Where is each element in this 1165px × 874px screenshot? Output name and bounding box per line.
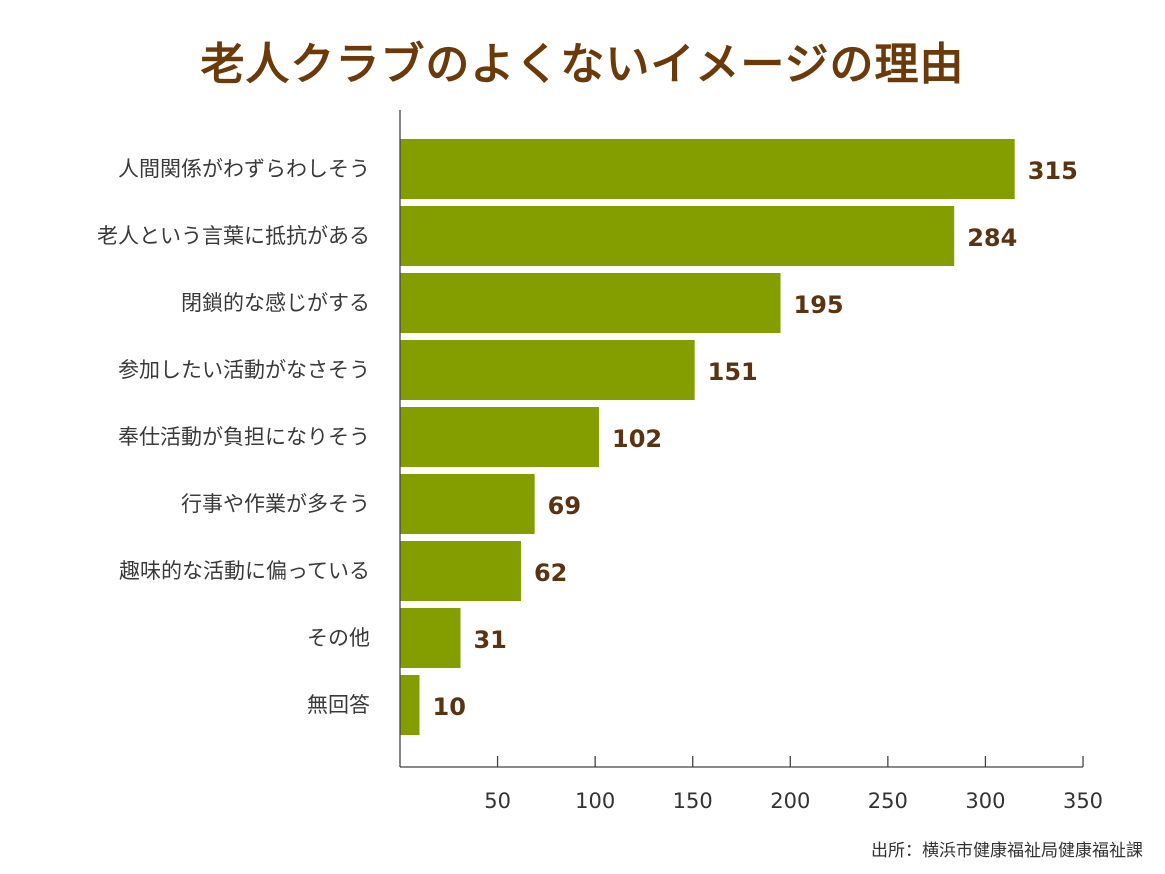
data-label: 69 [548, 492, 581, 520]
category-label: その他 [307, 626, 370, 650]
data-label: 195 [794, 291, 844, 319]
labels-layer: 人間関係がわずらわしそう 315 老人という言葉に抵抗がある 284 閉鎖的な感じがする… [97, 157, 1078, 721]
bar [400, 139, 1015, 199]
x-tick-label: 50 [484, 789, 511, 813]
category-label: 閉鎖的な感じがする [181, 291, 370, 315]
bar [400, 206, 955, 266]
bar [400, 541, 521, 601]
category-label: 無回答 [307, 693, 370, 717]
category-label: 趣味的な活動に偏っている [119, 559, 370, 583]
data-label: 284 [967, 224, 1017, 252]
category-label: 行事や作業が多そう [181, 492, 370, 516]
data-label: 102 [612, 425, 662, 453]
x-tick-label: 250 [868, 789, 908, 813]
x-tick-label: 300 [965, 789, 1005, 813]
category-label: 奉仕活動が負担になりそう [118, 425, 370, 449]
data-label: 31 [473, 626, 506, 654]
bar [400, 474, 535, 534]
x-tick-label: 150 [673, 789, 713, 813]
x-tick-label: 200 [770, 789, 810, 813]
category-label: 老人という言葉に抵抗がある [97, 224, 370, 248]
axis-layer: 50 100 150 200 250 300 350 [399, 110, 1103, 813]
bar [400, 407, 600, 467]
x-tick-label: 350 [1063, 789, 1103, 813]
x-tick-label: 100 [575, 789, 615, 813]
bar [400, 273, 781, 333]
category-label: 人間関係がわずらわしそう [118, 157, 370, 181]
bars-layer [400, 139, 1015, 735]
bar [400, 675, 420, 735]
source-note: 出所：横浜市健康福祉局健康福祉課 [871, 841, 1143, 861]
data-label: 62 [534, 559, 567, 587]
data-label: 151 [708, 358, 758, 386]
data-label: 10 [433, 693, 466, 721]
chart-title: 老人クラブのよくないイメージの理由 [200, 39, 965, 90]
bar [400, 340, 695, 400]
data-label: 315 [1028, 157, 1078, 185]
bar [400, 608, 461, 668]
category-label: 参加したい活動がなさそう [118, 358, 370, 382]
